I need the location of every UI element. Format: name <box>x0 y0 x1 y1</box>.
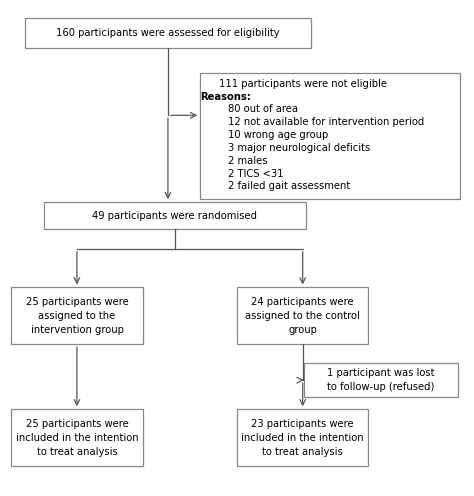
Text: Reasons:: Reasons: <box>200 92 251 102</box>
FancyBboxPatch shape <box>200 73 460 199</box>
Text: 2 TICS <31: 2 TICS <31 <box>228 169 283 179</box>
FancyBboxPatch shape <box>25 18 311 48</box>
FancyBboxPatch shape <box>44 202 306 229</box>
FancyBboxPatch shape <box>11 409 143 466</box>
Text: 10 wrong age group: 10 wrong age group <box>228 130 328 140</box>
Text: 111 participants were not eligible: 111 participants were not eligible <box>219 79 387 89</box>
FancyBboxPatch shape <box>11 288 143 344</box>
Text: 80 out of area: 80 out of area <box>228 104 298 115</box>
Text: 3 major neurological deficits: 3 major neurological deficits <box>228 143 370 153</box>
Text: 25 participants were
included in the intention
to treat analysis: 25 participants were included in the int… <box>16 419 138 457</box>
Text: 2 males: 2 males <box>228 156 267 166</box>
Text: 24 participants were
assigned to the control
group: 24 participants were assigned to the con… <box>245 297 360 335</box>
Text: 49 participants were randomised: 49 participants were randomised <box>92 211 257 221</box>
FancyBboxPatch shape <box>237 409 368 466</box>
Text: 2 failed gait assessment: 2 failed gait assessment <box>228 182 350 191</box>
Text: 1 participant was lost
to follow-up (refused): 1 participant was lost to follow-up (ref… <box>327 368 435 392</box>
Text: 160 participants were assessed for eligibility: 160 participants were assessed for eligi… <box>56 28 280 38</box>
Text: 25 participants were
assigned to the
intervention group: 25 participants were assigned to the int… <box>26 297 128 335</box>
FancyBboxPatch shape <box>237 288 368 344</box>
Text: 12 not available for intervention period: 12 not available for intervention period <box>228 117 424 127</box>
FancyBboxPatch shape <box>304 364 458 397</box>
Text: 23 participants were
included in the intention
to treat analysis: 23 participants were included in the int… <box>241 419 364 457</box>
